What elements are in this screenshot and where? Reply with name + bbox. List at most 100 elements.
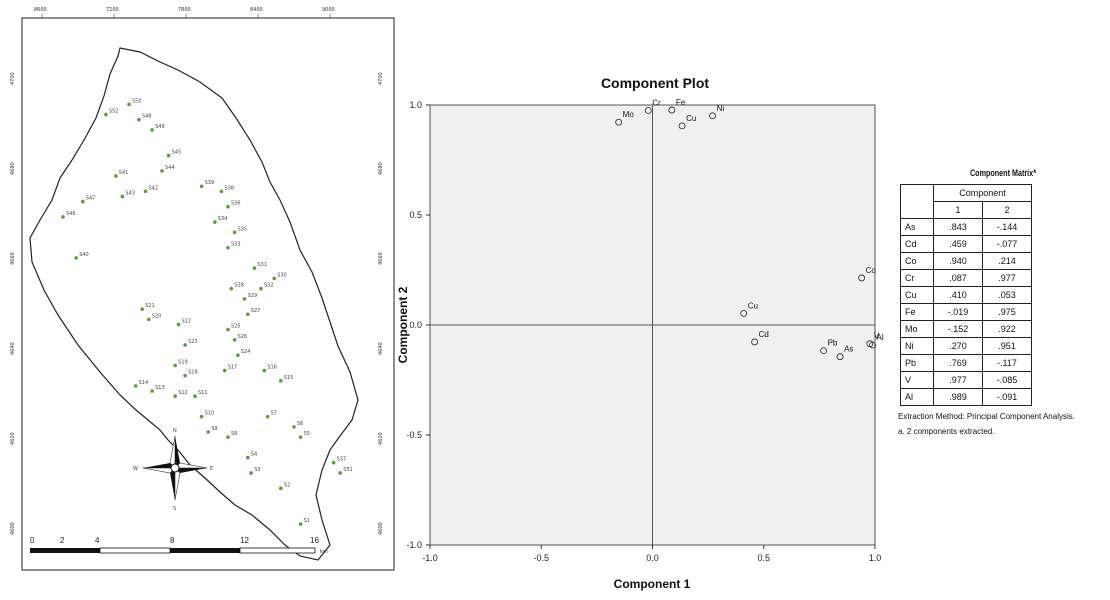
matrix-row: Al .989 -.091 (900, 388, 1032, 406)
map-left-tick-label: 4700 (10, 72, 16, 85)
matrix-cell-component-2: -.085 (982, 371, 1032, 389)
map-site-point (213, 220, 217, 224)
matrix-footnote-components: a. 2 components extracted. (898, 427, 995, 436)
scale-bar-label: 16 (310, 536, 319, 545)
map-site-label: S4 (251, 452, 257, 458)
map-site-label: S45 (172, 150, 182, 156)
x-tick-label: 0.0 (646, 553, 659, 563)
matrix-group-header: Component (933, 184, 1032, 202)
map-site-point (265, 414, 270, 419)
matrix-row: Ni .270.951 (900, 337, 1032, 355)
matrix-cell-component-2: .053 (982, 286, 1032, 304)
loading-point-marker (858, 274, 866, 282)
map-site-label: S9 (211, 426, 217, 432)
y-tick-label: -1.0 (406, 540, 422, 550)
matrix-cell-component-1: .989 (933, 388, 983, 406)
matrix-row-label: Cu (900, 286, 934, 304)
map-right-tick-label: 4600 (378, 522, 384, 535)
map-site-point (262, 368, 267, 373)
map-site-label: S20 (152, 313, 162, 319)
map-site-label: S17 (228, 365, 238, 371)
x-tick-label: -0.5 (533, 553, 549, 563)
scale-bar-label: 12 (240, 536, 249, 545)
loading-point-label: V (874, 332, 880, 341)
map-site-point (279, 379, 283, 383)
map-site-label: S42 (149, 185, 159, 191)
map-top-coordinates: 8600 7200 7800 8400 9000 (34, 7, 335, 18)
matrix-row-label: Cr (900, 269, 934, 287)
map-site-point (206, 430, 210, 434)
map-site-label: S25 (231, 324, 241, 330)
map-right-tick-label: 4620 (378, 432, 384, 445)
map-site-point (140, 307, 144, 311)
compass-north-label: N (173, 428, 177, 434)
matrix-cell-component-1: .940 (933, 252, 983, 270)
matrix-row: Fe -.019.975 (900, 303, 1032, 321)
loading-point-marker (740, 309, 748, 317)
map-site-point (147, 317, 151, 322)
map-site-point (133, 384, 138, 388)
map-site-label: S34 (218, 216, 228, 222)
map-top-tick-label: 7800 (178, 7, 191, 13)
map-site-label: S41 (119, 170, 129, 176)
matrix-row-label: Al (900, 388, 934, 406)
scale-bar-label: 0 (30, 536, 35, 545)
map-site-point (173, 363, 177, 368)
y-tick-label: 1.0 (409, 100, 422, 110)
matrix-cell-component-1: -.019 (933, 303, 983, 321)
map-site-point (338, 471, 343, 475)
map-canvas: S52S50S48S49S45S44S41S43S42S47S46S40S39S… (10, 7, 395, 571)
loading-point-label: Al (877, 333, 884, 342)
map-site-point (331, 460, 336, 465)
loading-point-label: Fe (676, 98, 686, 107)
map-site-point (298, 435, 303, 439)
matrix-row: Cr .087.977 (900, 269, 1032, 287)
matrix-row-label: Mo (900, 320, 934, 338)
map-site-point (199, 414, 204, 419)
map-top-tick-label: 7200 (106, 7, 119, 13)
map-site-label: S24 (241, 349, 251, 355)
matrix-cell-component-2: .951 (982, 337, 1032, 355)
component-matrix: Component Matrix* Component 1 2 As .843 -.… (896, 168, 1110, 568)
map-site-point (298, 522, 303, 526)
matrix-row-label: Cd (900, 235, 934, 253)
map-site-point (246, 312, 250, 317)
map-site-label: S13 (155, 385, 165, 391)
map-site-label: S15 (284, 375, 294, 381)
matrix-row: Co .940.214 (900, 252, 1032, 270)
map-site-label: S52 (109, 109, 119, 115)
loading-point-marker (836, 353, 844, 361)
map-site-label: S31 (257, 262, 267, 268)
matrix-row-label: Co (900, 252, 934, 270)
map-site-label: S44 (165, 165, 175, 171)
loading-point-marker (615, 118, 623, 126)
matrix-row: Mo -.152.922 (900, 320, 1032, 338)
map-site-label: S35 (238, 226, 248, 232)
matrix-row-label: Pb (900, 354, 934, 372)
map-site-point (137, 117, 141, 122)
scale-bar-label: 4 (95, 536, 100, 545)
map-left-tick-label: 4680 (10, 162, 16, 175)
map-site-point (166, 153, 171, 158)
study-area-map: S52 S50 S48 S49 S45 S44 S41 S43 S42 S47 S46 S40 S39 S… (0, 0, 400, 595)
loading-point-label: Mo (623, 110, 635, 119)
matrix-body: As .843 -.144 Cd .459 -.077 Co .940.214 Cr .087.9… (900, 218, 1032, 406)
map-site-point (279, 486, 283, 491)
loading-point-marker (820, 347, 828, 355)
loading-point-marker (668, 106, 676, 114)
map-site-label: S33 (231, 242, 241, 248)
map-site-point (272, 276, 277, 281)
map-site-point (143, 189, 148, 194)
matrix-cell-component-1: .769 (933, 354, 983, 372)
map-site-point (81, 199, 85, 204)
compass-south-label: S (173, 506, 176, 512)
matrix-cell-component-2: -.117 (982, 354, 1032, 372)
study-area-boundary (29, 47, 359, 561)
map-site-point (120, 194, 125, 199)
compass-east-label: E (210, 466, 213, 472)
matrix-cell-component-2: -.077 (982, 235, 1032, 253)
map-site-point (183, 343, 187, 347)
map-right-tick-label: 4680 (378, 162, 384, 175)
map-site-label: S7 (271, 411, 277, 417)
plot-canvas: Component Plot -1.0 -0.5 0.0 0.5 1.0 -1.0 -0.… (396, 75, 884, 591)
